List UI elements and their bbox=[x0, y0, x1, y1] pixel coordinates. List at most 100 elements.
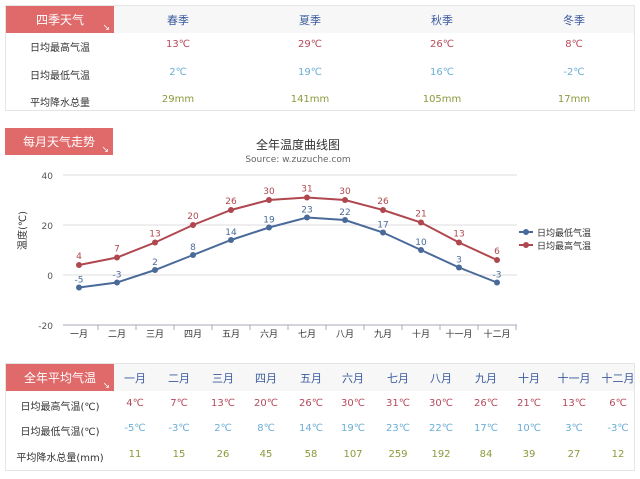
data-point bbox=[152, 267, 158, 273]
month-value: 21℃ bbox=[517, 398, 541, 409]
month-value: 45 bbox=[259, 449, 273, 460]
data-point bbox=[190, 252, 196, 258]
month-value: 7℃ bbox=[170, 398, 188, 409]
row-label: 日均最高气温 bbox=[30, 43, 90, 54]
x-tick-label: 六月 bbox=[260, 328, 278, 340]
month-value: 107 bbox=[343, 449, 363, 460]
month-value: 259 bbox=[388, 449, 408, 460]
x-tick-label: 十月 bbox=[412, 328, 430, 340]
data-point bbox=[76, 284, 82, 291]
season-value: 16℃ bbox=[430, 67, 454, 78]
month-header: 三月 bbox=[212, 372, 234, 385]
month-value: 22℃ bbox=[429, 423, 453, 434]
month-header: 五月 bbox=[300, 372, 322, 385]
row-label: 平均降水总量 bbox=[30, 98, 90, 109]
data-point bbox=[342, 197, 348, 203]
y-axis-label: 温度(℃) bbox=[16, 211, 29, 250]
month-value: 192 bbox=[431, 449, 451, 460]
data-label: 3 bbox=[456, 256, 462, 266]
month-value: 20℃ bbox=[254, 398, 278, 409]
month-value: 3℃ bbox=[565, 423, 583, 434]
season-header: 夏季 bbox=[299, 14, 321, 27]
data-label: 31 bbox=[301, 185, 312, 195]
month-value: -3℃ bbox=[168, 423, 190, 434]
month-value: 13℃ bbox=[211, 398, 235, 409]
month-value: 4℃ bbox=[126, 398, 144, 409]
legend-label: 日均最低气温 bbox=[537, 227, 591, 239]
month-value: 39 bbox=[522, 449, 536, 460]
x-tick-label: 七月 bbox=[298, 329, 316, 340]
data-label: 22 bbox=[339, 208, 350, 218]
month-value: 58 bbox=[304, 449, 318, 460]
data-point bbox=[380, 229, 386, 236]
month-header: 七月 bbox=[387, 372, 409, 385]
data-label: 14 bbox=[225, 228, 237, 238]
data-label: 13 bbox=[149, 230, 160, 240]
data-point bbox=[418, 219, 424, 226]
legend-marker bbox=[523, 242, 529, 248]
y-tick-label: 40 bbox=[42, 172, 54, 182]
month-value: 30℃ bbox=[341, 398, 365, 409]
month-header: 十月 bbox=[518, 372, 540, 385]
row-label: 日均最低气温(℃) bbox=[20, 427, 100, 438]
data-point bbox=[228, 237, 234, 243]
data-point bbox=[114, 254, 120, 261]
data-label: 2 bbox=[152, 258, 158, 268]
data-point bbox=[304, 194, 310, 201]
data-label: 20 bbox=[187, 212, 199, 222]
data-label: 17 bbox=[377, 221, 388, 231]
y-tick-label: 20 bbox=[42, 222, 54, 232]
data-point bbox=[456, 264, 462, 271]
month-header: 六月 bbox=[342, 372, 364, 385]
season-value: 29℃ bbox=[298, 39, 322, 50]
x-tick-label: 十二月 bbox=[483, 328, 510, 340]
data-point bbox=[418, 247, 424, 253]
season-header: 春季 bbox=[167, 14, 189, 27]
data-label: 4 bbox=[76, 252, 82, 262]
month-header: 十二月 bbox=[601, 372, 635, 385]
row-label: 日均最高气温(℃) bbox=[20, 402, 100, 413]
annual-table: 全年平均气温 一月 二月 三月 四月 五月 六月 七月 八月 九月 十月 十一月十二月日均最高气温(… bbox=[5, 363, 635, 471]
month-header: 十一月 bbox=[557, 372, 591, 385]
month-value: 26℃ bbox=[299, 398, 323, 409]
data-label: -5 bbox=[75, 276, 84, 286]
data-point bbox=[342, 217, 348, 223]
month-header: 二月 bbox=[168, 372, 190, 385]
month-value: 26 bbox=[216, 449, 230, 460]
seasons-header bbox=[114, 6, 634, 33]
data-label: 30 bbox=[263, 187, 275, 197]
data-point bbox=[266, 224, 272, 231]
season-value: 105mm bbox=[422, 94, 462, 105]
data-label: 23 bbox=[301, 206, 312, 216]
data-point bbox=[494, 279, 500, 286]
month-value: -5℃ bbox=[124, 423, 146, 434]
data-point bbox=[76, 262, 82, 268]
month-header: 八月 bbox=[430, 372, 452, 385]
data-label: 21 bbox=[415, 210, 426, 220]
chart-title: 全年温度曲线图 bbox=[256, 137, 340, 152]
x-tick-label: 二月 bbox=[108, 329, 126, 340]
legend-label: 日均最高气温 bbox=[537, 240, 591, 252]
month-value: 2℃ bbox=[214, 423, 232, 434]
data-point bbox=[494, 257, 500, 263]
month-value: 6℃ bbox=[609, 398, 627, 409]
month-header: 九月 bbox=[475, 372, 497, 385]
month-value: 31℃ bbox=[386, 398, 410, 409]
x-tick-label: 十一月 bbox=[445, 328, 472, 340]
data-label: 26 bbox=[377, 197, 389, 207]
data-label: 19 bbox=[263, 216, 275, 226]
month-value: 11 bbox=[128, 449, 142, 460]
month-value: 23℃ bbox=[386, 423, 410, 434]
x-tick-label: 三月 bbox=[146, 329, 164, 340]
data-label: 6 bbox=[494, 247, 500, 257]
month-value: 17℃ bbox=[474, 423, 498, 434]
season-value: 26℃ bbox=[430, 39, 454, 50]
season-value: 19℃ bbox=[298, 67, 322, 78]
series-line-1 bbox=[78, 196, 498, 266]
x-tick-label: 五月 bbox=[222, 329, 240, 340]
row-label: 平均降水总量(mm) bbox=[16, 453, 104, 464]
data-point bbox=[152, 239, 158, 246]
data-point bbox=[380, 207, 386, 213]
